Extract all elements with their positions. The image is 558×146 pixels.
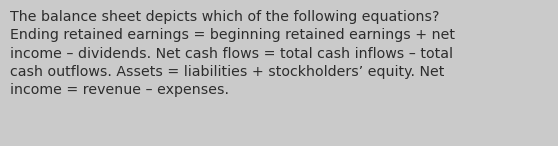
Text: The balance sheet depicts which of the following equations?
Ending retained earn: The balance sheet depicts which of the f…	[10, 10, 455, 97]
